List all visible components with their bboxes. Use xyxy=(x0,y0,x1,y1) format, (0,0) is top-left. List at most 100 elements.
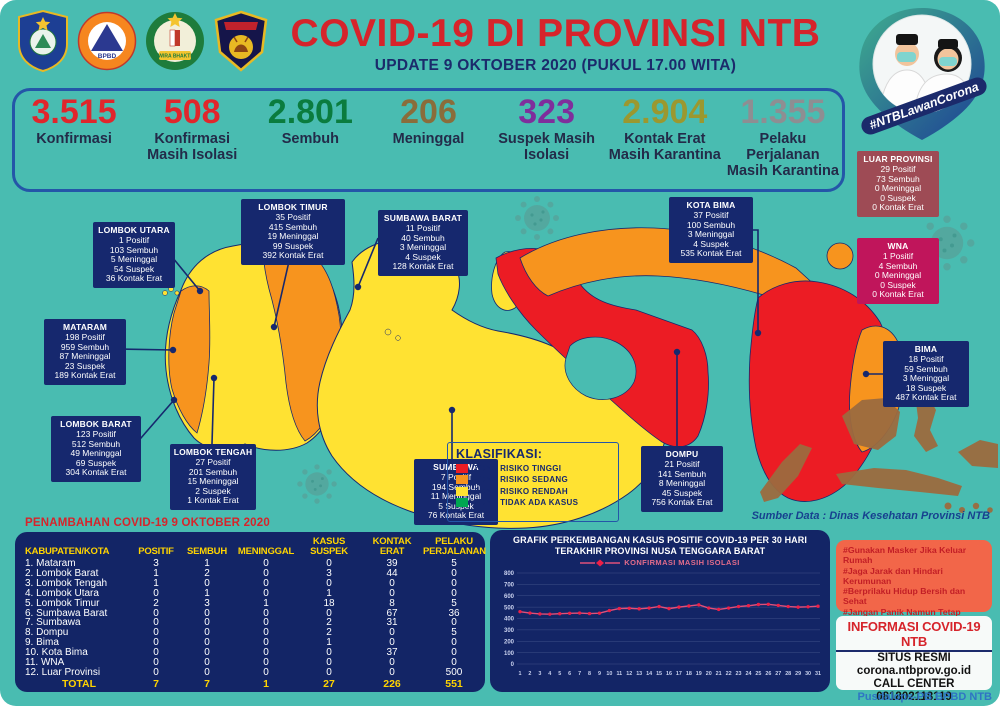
stat-label: Suspek Masih Isolasi xyxy=(498,130,595,163)
info-contact-panel: INFORMASI COVID-19 NTB SITUS RESMI coron… xyxy=(836,616,992,703)
x-tick-label: 9 xyxy=(598,671,601,677)
legend-item: ZONA RISIKO TINGGI xyxy=(456,463,610,473)
table-header-cell: SEMBUH xyxy=(187,546,227,557)
table-header-cell: MENINGGAL xyxy=(237,546,295,557)
virus-icon xyxy=(515,196,559,240)
region-stat-line: 959 Sembuh xyxy=(60,341,110,352)
region-stat-line: 1 Kontak Erat xyxy=(187,495,239,506)
region-stat-line: 2 Suspek xyxy=(195,485,231,496)
region-stat-line: 23 Suspek xyxy=(64,360,106,371)
bima-red-zone xyxy=(748,280,891,502)
table-cell: 0 xyxy=(263,647,269,659)
table-row-name: 1. Mataram xyxy=(25,558,76,569)
summary-stat: 2.904 Kontak Erat Masih Karantina xyxy=(606,95,724,163)
table-row-name: 3. Lombok Tengah xyxy=(25,577,108,589)
region-stat-line: 1 Positif xyxy=(118,235,150,245)
table-cell: 0 xyxy=(204,647,210,659)
info-panel-title: INFORMASI COVID-19 NTB xyxy=(836,619,992,652)
region-stat-line: 128 Kontak Erat xyxy=(392,261,454,272)
table-cell: 0 xyxy=(451,617,457,629)
table-header-cell: KABUPATEN/KOTA xyxy=(25,546,110,557)
stat-value: 1.355 xyxy=(740,93,826,131)
table-cell: 1 xyxy=(204,558,210,569)
table-cell: 2 xyxy=(326,627,332,639)
table-cell: 0 xyxy=(451,567,457,579)
table-row-name: 4. Lombok Utara xyxy=(25,587,99,599)
region-stat-line: 756 Kontak Erat xyxy=(651,497,713,508)
x-tick-label: 20 xyxy=(706,671,712,677)
table-cell: 0 xyxy=(153,657,159,669)
chart-series-label: KONFIRMASI MASIH ISOLASI xyxy=(624,558,740,568)
daily-table-title: PENAMBAHAN COVID-19 9 OKTOBER 2020 xyxy=(25,517,270,529)
y-tick-label: 0 xyxy=(511,662,515,668)
data-point xyxy=(816,604,820,609)
table-cell: 0 xyxy=(204,607,210,619)
x-tick-label: 24 xyxy=(745,671,751,677)
sangeang-island xyxy=(826,242,854,270)
region-name: LOMBOK UTARA xyxy=(98,225,170,235)
x-tick-label: 5 xyxy=(558,671,561,677)
region-callout-lombok-timur: LOMBOK TIMUR 35 Positif 415 Sembuh 19 Meni… xyxy=(241,199,345,265)
trend-chart-panel: GRAFIK PERKEMBANGAN KASUS POSITIF COVID-… xyxy=(490,530,830,692)
data-point xyxy=(617,607,622,611)
callout-dots xyxy=(169,283,870,414)
table-row-name: 11. WNA xyxy=(25,657,65,669)
region-stat-line: 0 Meninggal xyxy=(874,183,922,194)
lombok-barat-orange-zone xyxy=(168,285,211,434)
data-point xyxy=(756,603,761,607)
x-tick-label: 28 xyxy=(785,671,791,677)
table-cell: 3 xyxy=(153,558,159,569)
table-cell: 0 xyxy=(263,587,269,599)
x-tick-label: 19 xyxy=(696,671,702,677)
zone-classification-legend: KLASIFIKASI: ZONA RISIKO TINGGI ZONA RISI… xyxy=(447,442,619,522)
table-total-cell: 551 xyxy=(445,677,463,690)
official-site-label: SITUS RESMI xyxy=(877,652,951,664)
x-tick-label: 15 xyxy=(656,671,662,677)
bpbd-ntb-logo: BPBD xyxy=(77,11,137,71)
region-name: KOTA BIMA xyxy=(686,200,736,210)
table-total-cell: 7 xyxy=(204,677,210,690)
table-cell: 5 xyxy=(451,558,457,569)
summary-stat: 1.355 Pelaku Perjalanan Masih Karantina xyxy=(724,95,842,179)
table-cell: 0 xyxy=(263,567,269,579)
table-cell: 1 xyxy=(204,587,210,599)
x-tick-label: 16 xyxy=(666,671,672,677)
region-stat-line: 392 Kontak Erat xyxy=(262,250,324,261)
table-total-cell: 27 xyxy=(323,677,335,690)
summary-stats-panel: 3.515 Konfirmasi 508 Konfirmasi Masih Isola… xyxy=(12,88,845,192)
official-site-url: corona.ntbprov.go.id xyxy=(856,665,972,677)
region-stat-line: 40 Sembuh xyxy=(401,232,445,243)
table-cell: 0 xyxy=(204,577,210,589)
stat-value: 2.904 xyxy=(622,93,708,131)
data-point xyxy=(567,611,572,616)
region-stat-line: 59 Sembuh xyxy=(904,363,948,374)
health-protocol-hashtags: #Gunakan Masker Jika Keluar Rumah #Jaga J… xyxy=(836,540,992,658)
x-tick-label: 6 xyxy=(568,671,571,677)
data-point xyxy=(697,603,701,607)
table-cell: 1 xyxy=(153,577,159,589)
data-point xyxy=(776,603,780,608)
legend-item: ZONA RISIKO SEDANG xyxy=(456,475,610,484)
region-stat-line: 189 Kontak Erat xyxy=(54,370,116,381)
region-stat-line: 36 Kontak Erat xyxy=(105,273,163,284)
sumbawa-red-zone xyxy=(495,248,709,448)
region-callout-sumbawa-barat: SUMBAWA BARAT 11 Positif 40 Sembuh 3 Menin… xyxy=(378,210,468,276)
data-point xyxy=(716,607,721,612)
legend-swatch xyxy=(456,486,468,496)
region-stat-line: 18 Positif xyxy=(908,354,944,364)
x-tick-label: 3 xyxy=(538,671,541,677)
data-point xyxy=(607,609,612,613)
region-name: DOMPU xyxy=(665,449,699,459)
table-row-name: 9. Bima xyxy=(25,637,59,649)
region-name: WNA xyxy=(887,241,909,251)
table-row-name: 12. Luar Provinsi xyxy=(25,666,101,678)
region-callout-kota-bima: KOTA BIMA 37 Positif 100 Sembuh 3 Meningga… xyxy=(669,197,753,263)
y-tick-label: 700 xyxy=(504,583,515,589)
table-cell: 0 xyxy=(326,607,332,619)
x-tick-label: 1 xyxy=(519,671,522,677)
region-stat-line: 49 Meninggal xyxy=(70,448,122,459)
region-stat-line: 535 Kontak Erat xyxy=(680,248,742,259)
region-stat-line: 198 Positif xyxy=(65,332,105,342)
region-stat-line: 103 Sembuh xyxy=(109,244,159,255)
